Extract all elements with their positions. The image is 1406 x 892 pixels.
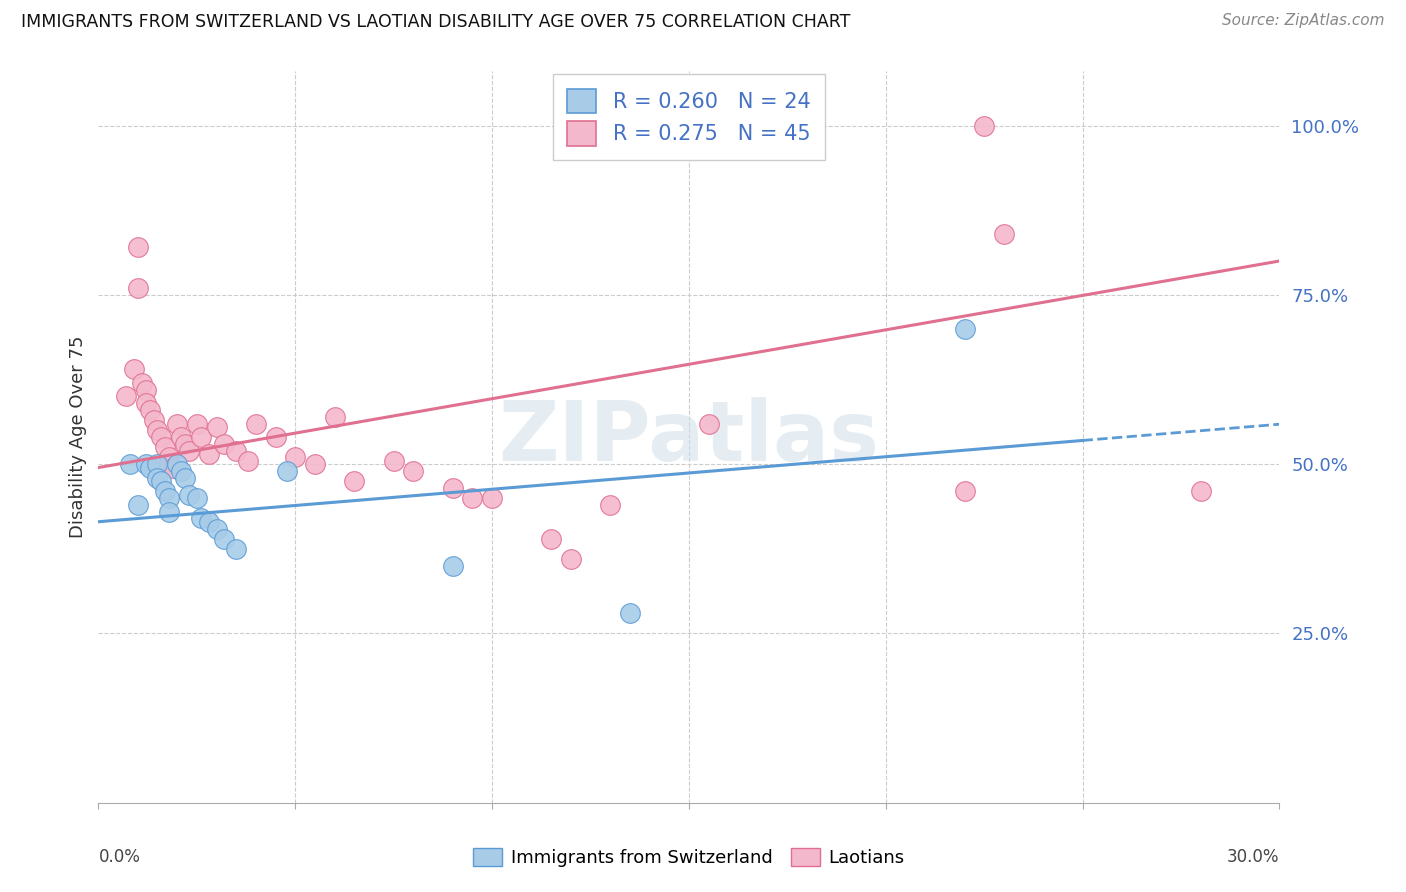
Point xyxy=(276,464,298,478)
Point xyxy=(157,457,180,471)
Point xyxy=(135,457,157,471)
Text: IMMIGRANTS FROM SWITZERLAND VS LAOTIAN DISABILITY AGE OVER 75 CORRELATION CHART: IMMIGRANTS FROM SWITZERLAND VS LAOTIAN D… xyxy=(21,13,851,31)
Point xyxy=(138,460,160,475)
Point xyxy=(155,484,177,499)
Point xyxy=(170,464,193,478)
Point xyxy=(155,440,177,454)
Point xyxy=(177,443,200,458)
Point xyxy=(225,443,247,458)
Point xyxy=(441,558,464,573)
Point xyxy=(166,417,188,431)
Point xyxy=(284,450,307,465)
Point xyxy=(122,362,145,376)
Point xyxy=(186,417,208,431)
Point xyxy=(197,515,219,529)
Point xyxy=(382,454,405,468)
Point xyxy=(214,532,236,546)
Point xyxy=(146,457,169,471)
Point xyxy=(953,322,976,336)
Point xyxy=(177,488,200,502)
Point xyxy=(697,417,720,431)
Point xyxy=(157,491,180,505)
Point xyxy=(135,383,157,397)
Text: 30.0%: 30.0% xyxy=(1227,848,1279,866)
Point xyxy=(150,474,173,488)
Point xyxy=(1189,484,1212,499)
Point xyxy=(197,447,219,461)
Point xyxy=(953,484,976,499)
Point xyxy=(205,420,228,434)
Point xyxy=(174,437,197,451)
Point xyxy=(127,498,149,512)
Point xyxy=(157,450,180,465)
Point xyxy=(146,471,169,485)
Point xyxy=(186,491,208,505)
Point xyxy=(323,409,346,424)
Text: ZIPatlas: ZIPatlas xyxy=(499,397,879,477)
Point xyxy=(166,457,188,471)
Legend: Immigrants from Switzerland, Laotians: Immigrants from Switzerland, Laotians xyxy=(465,841,912,874)
Point xyxy=(142,413,165,427)
Point xyxy=(402,464,425,478)
Point xyxy=(481,491,503,505)
Point xyxy=(441,481,464,495)
Point xyxy=(264,430,287,444)
Point xyxy=(619,606,641,620)
Y-axis label: Disability Age Over 75: Disability Age Over 75 xyxy=(69,335,87,539)
Point xyxy=(245,417,267,431)
Text: 0.0%: 0.0% xyxy=(98,848,141,866)
Point xyxy=(157,505,180,519)
Point xyxy=(118,457,141,471)
Text: Source: ZipAtlas.com: Source: ZipAtlas.com xyxy=(1222,13,1385,29)
Point xyxy=(304,457,326,471)
Point xyxy=(540,532,562,546)
Point xyxy=(236,454,259,468)
Point xyxy=(973,119,995,133)
Point xyxy=(190,511,212,525)
Point xyxy=(343,474,366,488)
Point xyxy=(461,491,484,505)
Point xyxy=(993,227,1015,241)
Point xyxy=(599,498,621,512)
Point xyxy=(131,376,153,390)
Point xyxy=(162,460,184,475)
Point xyxy=(190,430,212,444)
Point xyxy=(205,521,228,535)
Point xyxy=(135,396,157,410)
Point xyxy=(214,437,236,451)
Point xyxy=(170,430,193,444)
Point xyxy=(127,240,149,254)
Point xyxy=(138,403,160,417)
Point xyxy=(560,552,582,566)
Point xyxy=(115,389,138,403)
Point xyxy=(150,430,173,444)
Point xyxy=(225,541,247,556)
Point xyxy=(146,423,169,437)
Point xyxy=(127,281,149,295)
Point xyxy=(174,471,197,485)
